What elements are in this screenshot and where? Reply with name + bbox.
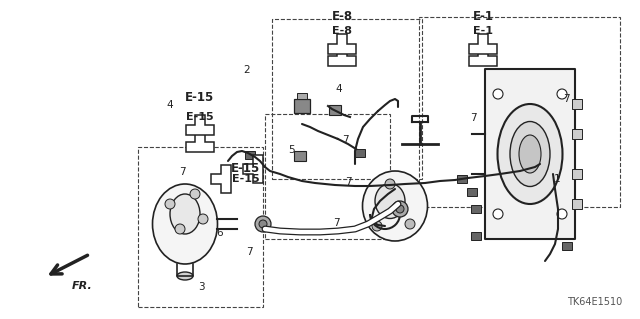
Bar (467, 188, 477, 196)
Polygon shape (186, 115, 214, 135)
Ellipse shape (497, 104, 563, 204)
Circle shape (175, 224, 185, 234)
Bar (471, 205, 481, 213)
Ellipse shape (519, 135, 541, 173)
Bar (419, 17, 620, 207)
Circle shape (385, 179, 395, 189)
Text: 7: 7 (333, 218, 339, 228)
Polygon shape (328, 34, 356, 54)
Circle shape (190, 189, 200, 199)
Text: 7: 7 (246, 247, 253, 257)
Text: 7: 7 (346, 177, 352, 187)
Circle shape (259, 220, 267, 228)
Text: TK64E1510: TK64E1510 (567, 297, 622, 307)
Circle shape (372, 221, 382, 231)
Polygon shape (211, 165, 231, 193)
Polygon shape (328, 46, 356, 66)
Circle shape (392, 201, 408, 217)
Circle shape (493, 89, 503, 99)
Circle shape (198, 214, 208, 224)
Text: 1: 1 (554, 174, 560, 184)
Text: 6: 6 (216, 228, 223, 238)
Text: 7: 7 (563, 94, 570, 104)
Ellipse shape (152, 184, 218, 264)
Bar (294, 151, 306, 161)
Circle shape (255, 216, 271, 232)
Bar (572, 169, 582, 179)
Bar (245, 151, 255, 159)
Text: FR.: FR. (72, 281, 92, 291)
Polygon shape (186, 132, 214, 152)
Text: E-15: E-15 (186, 91, 214, 104)
Ellipse shape (362, 171, 428, 241)
Bar (572, 99, 582, 109)
Text: 7: 7 (470, 113, 477, 123)
Bar (485, 69, 575, 239)
Text: 7: 7 (179, 167, 186, 177)
Ellipse shape (177, 272, 193, 280)
Ellipse shape (170, 194, 200, 234)
Text: E-8: E-8 (332, 26, 352, 36)
Bar (265, 114, 390, 239)
Text: 7: 7 (342, 135, 349, 145)
Text: 5: 5 (288, 145, 294, 155)
Text: E-1: E-1 (472, 10, 493, 23)
Polygon shape (469, 46, 497, 66)
Text: 4: 4 (166, 100, 173, 110)
Bar (572, 199, 582, 209)
Circle shape (557, 209, 567, 219)
Text: E-8: E-8 (332, 10, 353, 23)
Text: E-15: E-15 (232, 174, 260, 184)
Circle shape (557, 89, 567, 99)
Text: 4: 4 (336, 84, 342, 94)
Bar (138, 147, 263, 307)
Bar (297, 93, 307, 99)
Ellipse shape (510, 122, 550, 187)
Bar (562, 242, 572, 250)
Circle shape (493, 209, 503, 219)
Polygon shape (243, 155, 263, 183)
Circle shape (165, 199, 175, 209)
Bar (471, 232, 481, 240)
Bar (355, 149, 365, 157)
Bar (294, 99, 310, 113)
Text: E-15: E-15 (186, 112, 214, 122)
Circle shape (396, 205, 404, 213)
Text: E-1: E-1 (473, 26, 493, 36)
Bar (329, 105, 341, 115)
Bar (572, 129, 582, 139)
Polygon shape (469, 34, 497, 54)
Bar (272, 19, 422, 179)
Bar (457, 175, 467, 183)
Text: 3: 3 (198, 282, 205, 292)
Text: 2: 2 (243, 65, 250, 75)
Text: E-15: E-15 (231, 162, 260, 175)
Ellipse shape (375, 183, 405, 219)
Circle shape (405, 219, 415, 229)
